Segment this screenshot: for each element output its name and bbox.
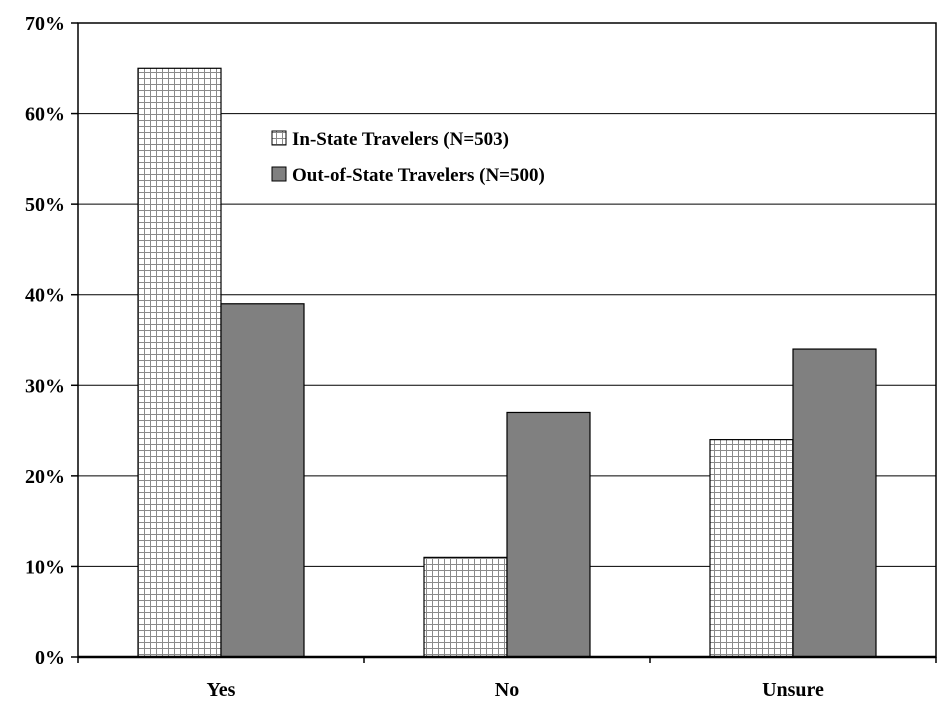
legend-label-series-1: In-State Travelers (N=503) [292,129,509,150]
y-axis-ticks: 0% 10% 20% 30% 40% 50% 60% 70% [25,13,78,669]
y-tick-label: 50% [25,194,65,216]
y-tick-label: 40% [25,285,65,307]
x-category-label: No [495,679,519,701]
y-tick-label: 70% [25,13,65,35]
bar-unsure-series-2 [792,348,877,658]
axes [77,655,937,663]
bar-no-series-2 [506,411,591,658]
x-axis-labels: Yes No Unsure [207,679,824,701]
legend-swatch-series-2 [271,166,287,182]
legend-swatch-series-1 [271,130,287,146]
bar-no-series-1 [423,556,508,658]
bars [137,67,877,658]
y-tick-label: 60% [25,104,65,126]
y-tick-label: 0% [35,647,65,669]
y-tick-label: 10% [25,556,65,578]
bar-yes-series-1 [137,67,222,658]
bar-unsure-series-1 [709,439,794,658]
bar-yes-series-2 [220,303,305,658]
legend: In-State Travelers (N=503) Out-of-State T… [271,129,545,186]
y-tick-label: 30% [25,375,65,397]
legend-label-series-2: Out-of-State Travelers (N=500) [292,165,545,186]
y-tick-label: 20% [25,466,65,488]
x-category-label: Yes [207,679,236,701]
x-category-label: Unsure [762,679,824,701]
